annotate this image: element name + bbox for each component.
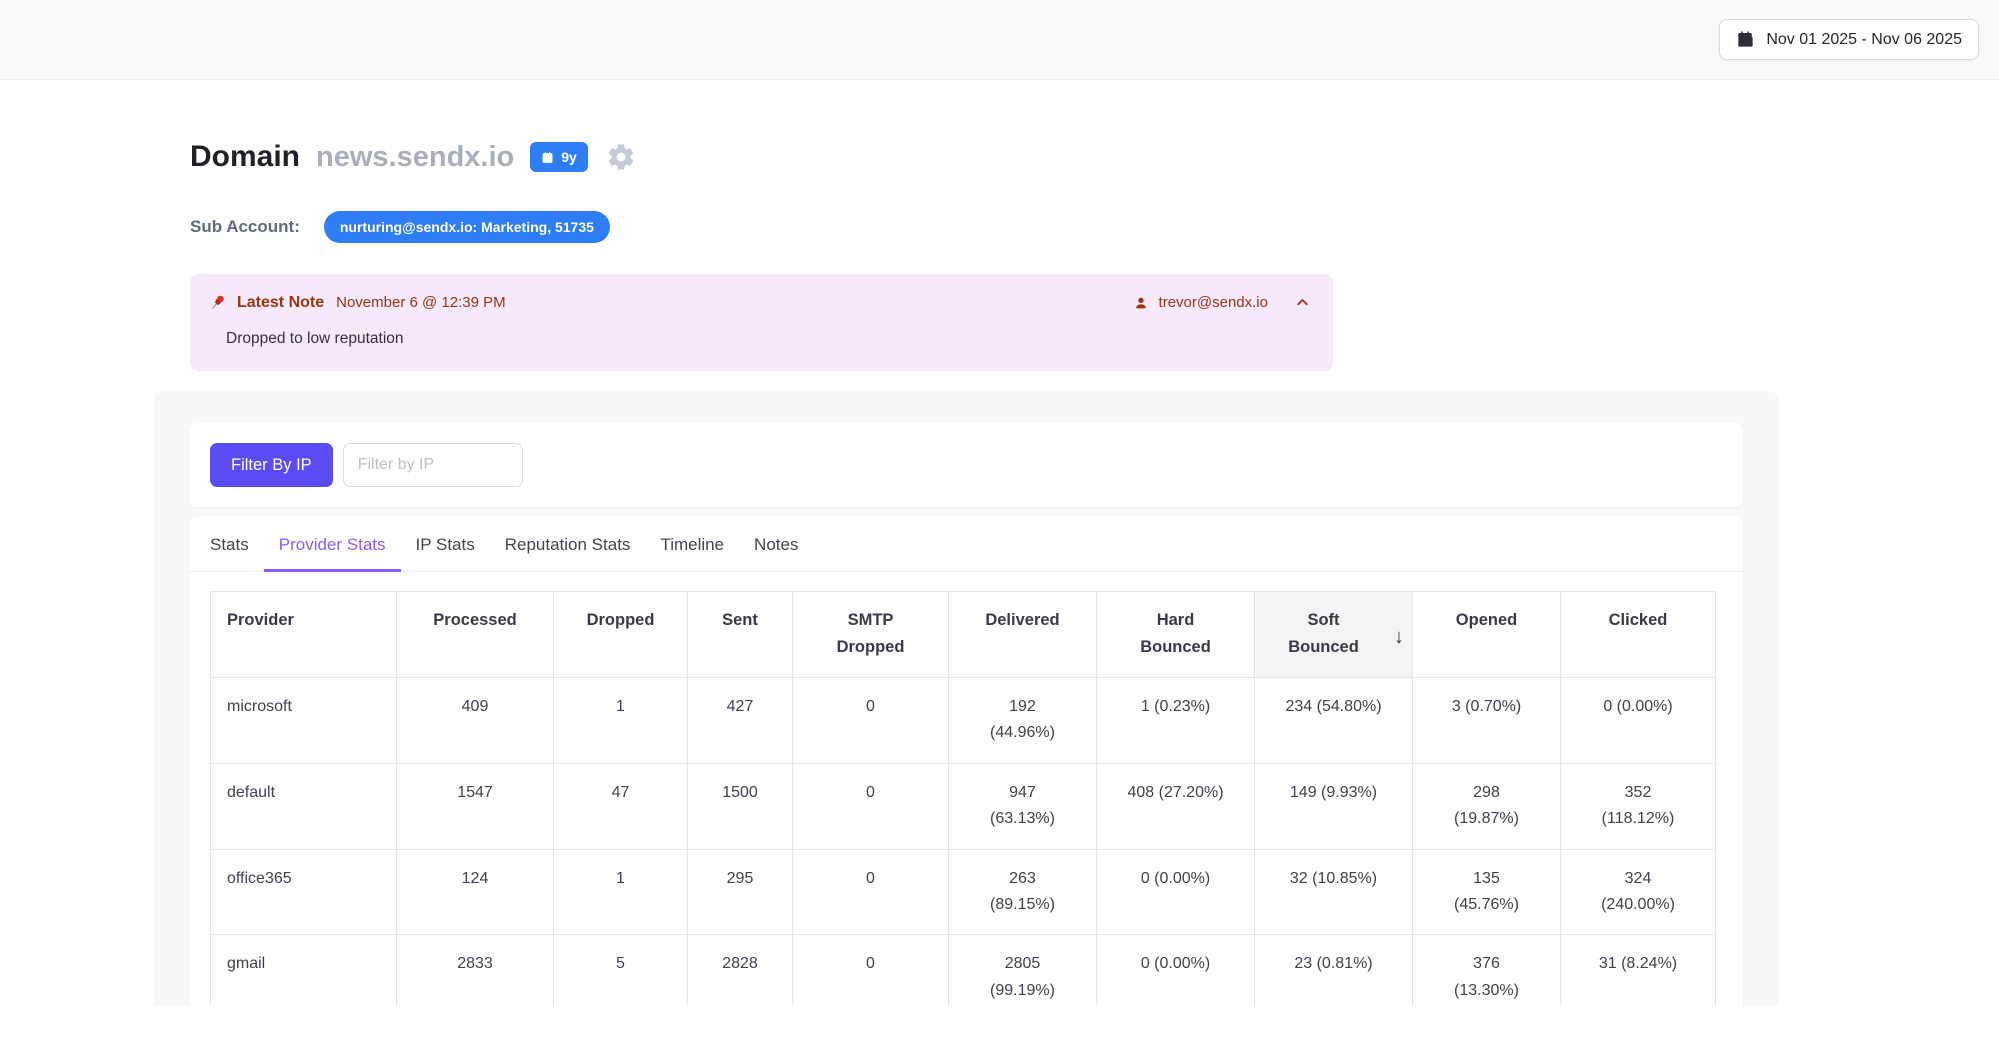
table-cell: 23 (0.81%) (1254, 934, 1413, 1006)
user-icon (1133, 295, 1149, 311)
gear-icon (606, 142, 636, 172)
table-cell: 47 (553, 762, 688, 850)
table-cell-provider: gmail (210, 934, 397, 1006)
chevron-up-icon (1294, 294, 1311, 311)
table-cell: 2828 (687, 934, 793, 1006)
column-header-hard-bounced[interactable]: Hard Bounced (1096, 591, 1255, 678)
table-cell: 408 (27.20%) (1096, 762, 1255, 850)
table-cell: 0 (0.00%) (1560, 677, 1716, 764)
table-cell: 135 (45.76%) (1412, 848, 1561, 936)
latest-note-timestamp: November 6 @ 12:39 PM (336, 294, 506, 311)
table-cell: 149 (9.93%) (1254, 762, 1413, 850)
column-header-delivered[interactable]: Delivered (948, 591, 1097, 678)
table-cell-provider: office365 (210, 848, 397, 936)
table-row: microsoft 409 1 427 0 192 (44.96%) 1 (0.… (210, 677, 1716, 764)
table-cell: 295 (687, 848, 793, 936)
domain-age-badge[interactable]: 9y (530, 142, 588, 172)
table-row: default 1547 47 1500 0 947 (63.13%) 408 … (210, 762, 1716, 850)
table-cell: 1 (553, 848, 688, 936)
column-header-provider[interactable]: Provider (210, 591, 397, 678)
latest-note-body: Dropped to low reputation (226, 330, 404, 347)
table-cell: 32 (10.85%) (1254, 848, 1413, 936)
provider-stats-table-wrap: Provider Processed Dropped Sent SMTP Dro… (189, 572, 1743, 1006)
table-cell: 298 (19.87%) (1412, 762, 1561, 850)
tab-provider-stats[interactable]: Provider Stats (263, 517, 401, 572)
column-header-sent[interactable]: Sent (687, 591, 793, 678)
table-cell: 376 (13.30%) (1412, 934, 1561, 1006)
stats-panel: Filter By IP Stats Provider Stats IP Sta… (153, 391, 1779, 1006)
table-cell: 2805 (99.19%) (948, 934, 1097, 1006)
tab-reputation-stats[interactable]: Reputation Stats (504, 535, 631, 554)
column-header-clicked[interactable]: Clicked (1560, 591, 1716, 678)
sub-account-row: Sub Account: nurturing@sendx.io: Marketi… (190, 211, 1999, 243)
table-cell: 0 (792, 848, 949, 936)
table-cell: 324 (240.00%) (1560, 848, 1716, 936)
table-cell: 409 (396, 677, 554, 764)
table-cell: 1547 (396, 762, 554, 850)
sub-account-label: Sub Account: (190, 217, 300, 236)
page-header: Domain news.sendx.io 9y (190, 140, 1999, 174)
date-range-label: Nov 01 2025 - Nov 06 2025 (1766, 30, 1962, 48)
domain-name: news.sendx.io (316, 140, 515, 173)
table-cell: 352 (118.12%) (1560, 762, 1716, 850)
latest-note-author: trevor@sendx.io (1158, 294, 1268, 311)
table-cell-provider: microsoft (210, 677, 397, 764)
table-cell: 1 (0.23%) (1096, 677, 1255, 764)
filter-card: Filter By IP (189, 423, 1743, 507)
table-cell: 0 (792, 934, 949, 1006)
column-header-dropped[interactable]: Dropped (553, 591, 688, 678)
table-cell: 5 (553, 934, 688, 1006)
latest-note-label: Latest Note (237, 293, 325, 311)
table-cell: 234 (54.80%) (1254, 677, 1413, 764)
latest-note-card: Latest Note November 6 @ 12:39 PM trevor… (190, 274, 1333, 371)
column-header-opened[interactable]: Opened (1412, 591, 1561, 678)
date-range-picker-button[interactable]: Nov 01 2025 - Nov 06 2025 (1719, 19, 1979, 60)
table-cell: 3 (0.70%) (1412, 677, 1561, 764)
table-row: gmail 2833 5 2828 0 2805 (99.19%) 0 (0.0… (210, 934, 1716, 1006)
latest-note-header: Latest Note November 6 @ 12:39 PM trevor… (208, 293, 1311, 312)
filter-by-ip-input[interactable] (342, 443, 523, 487)
table-cell: 31 (8.24%) (1560, 934, 1716, 1006)
domain-age-label: 9y (561, 149, 577, 165)
table-cell: 427 (687, 677, 793, 764)
tab-stats[interactable]: Stats (210, 535, 249, 554)
sub-account-badge[interactable]: nurturing@sendx.io: Marketing, 51735 (323, 211, 610, 243)
table-cell: 1 (553, 677, 688, 764)
table-cell: 124 (396, 848, 554, 936)
table-row: office365 124 1 295 0 263 (89.15%) 0 (0.… (210, 848, 1716, 936)
table-cell: 0 (792, 677, 949, 764)
tab-ip-stats[interactable]: IP Stats (415, 535, 475, 554)
domain-settings-button[interactable] (606, 142, 636, 172)
table-cell: 2833 (396, 934, 554, 1006)
table-header-row: Provider Processed Dropped Sent SMTP Dro… (210, 591, 1716, 678)
table-cell: 0 (0.00%) (1096, 934, 1255, 1006)
table-cell: 0 (792, 762, 949, 850)
topbar: Nov 01 2025 - Nov 06 2025 (0, 0, 1999, 80)
column-header-processed[interactable]: Processed (396, 591, 554, 678)
column-header-soft-bounced[interactable]: Soft Bounced ↓ (1254, 591, 1413, 678)
calendar-icon (541, 151, 554, 164)
calendar-icon (1736, 30, 1755, 49)
page-title: Domain (190, 140, 301, 173)
tab-notes[interactable]: Notes (754, 535, 799, 554)
note-collapse-button[interactable] (1278, 294, 1311, 311)
tabs-and-table-card: Stats Provider Stats IP Stats Reputation… (189, 517, 1743, 1006)
pin-icon (208, 293, 227, 312)
table-cell: 192 (44.96%) (948, 677, 1097, 764)
provider-stats-table: Provider Processed Dropped Sent SMTP Dro… (210, 591, 1716, 1006)
table-cell: 0 (0.00%) (1096, 848, 1255, 936)
table-cell-provider: default (210, 762, 397, 850)
table-cell: 263 (89.15%) (948, 848, 1097, 936)
table-cell: 1500 (687, 762, 793, 850)
table-cell: 947 (63.13%) (948, 762, 1097, 850)
tab-timeline[interactable]: Timeline (660, 535, 725, 554)
sort-descending-icon: ↓ (1393, 626, 1404, 649)
tab-bar: Stats Provider Stats IP Stats Reputation… (189, 517, 1743, 572)
column-header-smtp-dropped[interactable]: SMTP Dropped (792, 591, 949, 678)
filter-by-ip-button[interactable]: Filter By IP (210, 443, 333, 487)
